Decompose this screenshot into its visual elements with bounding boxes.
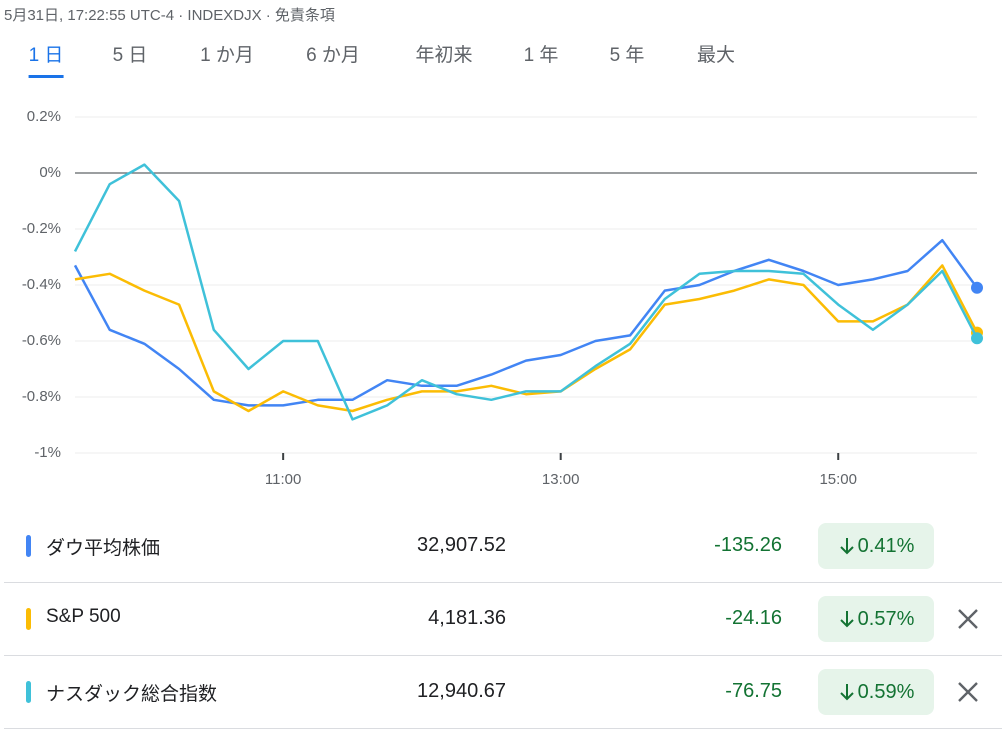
y-tick-label: 0.2% — [27, 108, 61, 125]
range-tab[interactable]: 1 か月 — [200, 45, 254, 66]
y-tick-label: -1% — [34, 444, 61, 461]
series-color-chip — [26, 535, 31, 557]
timestamp: 5月31日, 17:22:55 UTC-4 · INDEXDJX · 免責条項 — [4, 7, 335, 24]
price: 12,940.67 — [417, 680, 506, 702]
range-tab[interactable]: 1 年 — [523, 45, 559, 66]
series-color-chip — [26, 608, 31, 630]
quote-row[interactable]: S&P 500 4,181.36 -24.16 0.57% — [4, 582, 1002, 656]
y-tick-label: -0.4% — [22, 276, 61, 293]
change-percent-pill: 0.57% — [818, 596, 934, 642]
y-tick-label: -0.2% — [22, 220, 61, 237]
quote-row[interactable]: ダウ平均株価 32,907.52 -135.26 0.41% — [4, 509, 1002, 583]
series-line — [74, 264, 979, 413]
change: -76.75 — [725, 680, 782, 702]
y-tick-label: -0.8% — [22, 388, 61, 405]
y-tick-label: 0% — [39, 164, 61, 181]
range-tab[interactable]: 5 日 — [112, 45, 148, 66]
index-name: ナスダック総合指数 — [46, 684, 218, 705]
down-arrow — [839, 538, 854, 555]
remove-button[interactable] — [957, 608, 979, 630]
change-percent-pill: 0.41% — [818, 523, 934, 569]
remove-button[interactable] — [957, 681, 979, 703]
change-percent-pill: 0.59% — [818, 669, 934, 715]
range-tab[interactable]: 5 年 — [609, 45, 645, 66]
y-tick-label: -0.6% — [22, 332, 61, 349]
series-line — [73, 238, 979, 407]
price: 4,181.36 — [428, 607, 506, 629]
x-tick-label: 13:00 — [542, 471, 580, 488]
range-tab[interactable]: 6 か月 — [306, 45, 360, 66]
down-arrow — [839, 684, 854, 701]
change-percent: 0.59% — [857, 680, 915, 703]
change-percent: 0.57% — [857, 607, 915, 630]
x-tick-label: 11:00 — [265, 471, 301, 488]
end-dot — [971, 332, 983, 345]
range-tab[interactable]: 年初来 — [415, 45, 473, 66]
down-arrow — [839, 611, 854, 628]
index-name: ダウ平均株価 — [46, 538, 161, 559]
series-line — [73, 163, 979, 421]
range-tab[interactable]: 1 日 — [28, 40, 64, 78]
range-tab[interactable]: 最大 — [696, 45, 736, 66]
end-dot — [971, 281, 983, 294]
price: 32,907.52 — [417, 534, 506, 556]
chart: 0.2% 0% -0.2% -0.4% -0.6% -0.8% -1% 11:00 13:00 1… — [22, 108, 983, 488]
change: -135.26 — [714, 534, 782, 556]
change: -24.16 — [725, 607, 782, 629]
quote-row[interactable]: ナスダック総合指数 12,940.67 -76.75 0.59% — [4, 655, 1002, 729]
x-tick-label: 15:00 — [819, 471, 857, 488]
index-name: S&P 500 — [46, 606, 121, 627]
series-color-chip — [26, 681, 31, 703]
change-percent: 0.41% — [857, 534, 915, 557]
